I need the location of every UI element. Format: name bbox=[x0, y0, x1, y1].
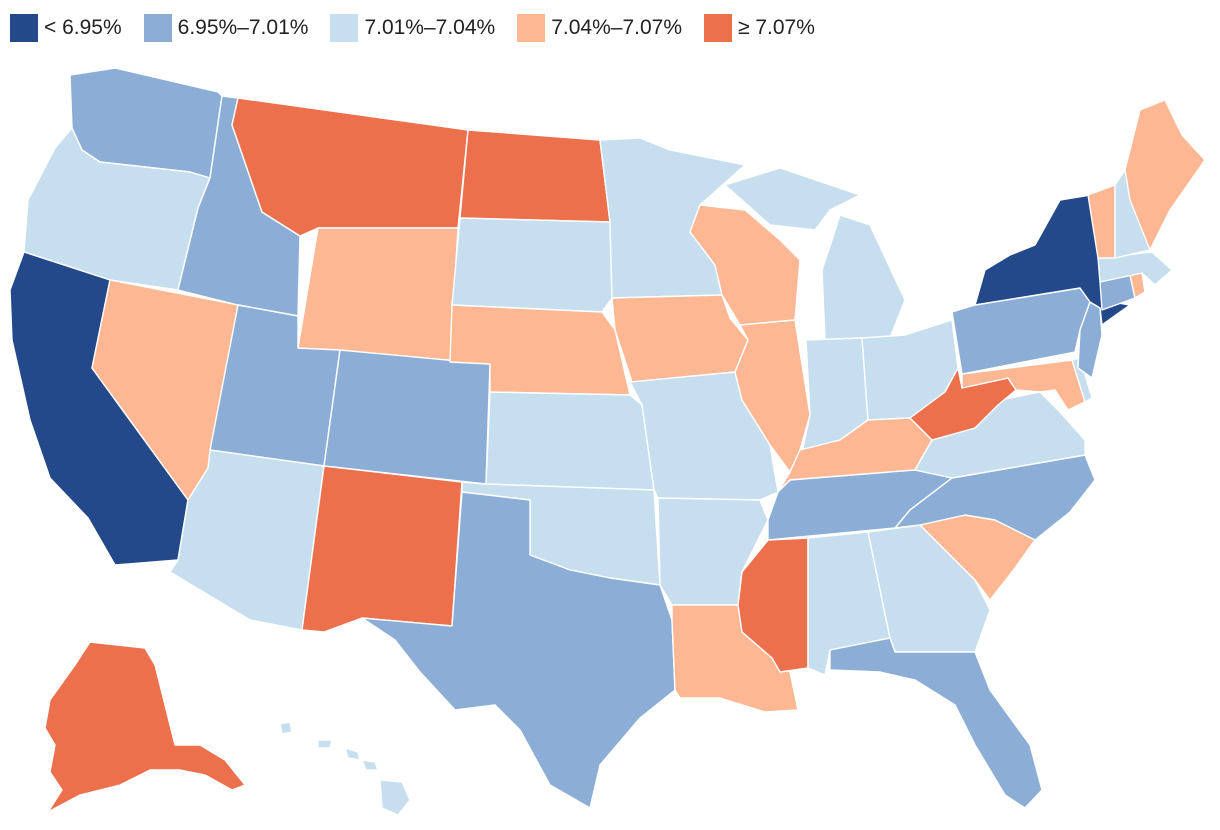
state-colorado[interactable] bbox=[323, 349, 491, 485]
state-wyoming[interactable] bbox=[297, 227, 459, 363]
state-south-dakota[interactable] bbox=[451, 217, 613, 313]
legend-item-bin-1: < 6.95% bbox=[10, 14, 122, 42]
legend-label-bin-1: < 6.95% bbox=[44, 16, 122, 39]
state-maine[interactable] bbox=[1124, 99, 1206, 251]
legend-item-bin-2: 6.95%–7.01% bbox=[143, 14, 309, 42]
state-north-dakota[interactable] bbox=[459, 129, 611, 223]
state-delaware[interactable] bbox=[1071, 357, 1093, 403]
legend-label-bin-3: 7.01%–7.04% bbox=[364, 16, 496, 39]
legend-label-bin-5: ≥ 7.07% bbox=[738, 16, 815, 39]
state-new-mexico[interactable] bbox=[301, 465, 463, 633]
legend-swatch-bin-2 bbox=[143, 14, 172, 42]
state-hawaii[interactable] bbox=[279, 721, 411, 816]
legend-swatch-bin-3 bbox=[330, 14, 359, 42]
state-iowa[interactable] bbox=[611, 294, 749, 383]
state-alaska[interactable] bbox=[44, 641, 246, 813]
legend-item-bin-4: 7.04%–7.07% bbox=[517, 14, 682, 42]
legend-swatch-bin-1 bbox=[10, 14, 38, 42]
state-north-carolina[interactable] bbox=[894, 454, 1096, 541]
legend-label-bin-2: 6.95%–7.01% bbox=[177, 16, 309, 39]
legend-item-bin-3: 7.01%–7.04% bbox=[330, 14, 495, 42]
legend-swatch-bin-4 bbox=[517, 14, 546, 42]
state-illinois[interactable] bbox=[734, 319, 811, 473]
legend-swatch-bin-5 bbox=[704, 14, 732, 42]
map-legend: < 6.95% 6.95%–7.01% 7.01%–7.04% 7.04%–7.… bbox=[10, 14, 837, 42]
legend-item-bin-5: ≥ 7.07% bbox=[704, 14, 815, 42]
state-wisconsin[interactable] bbox=[689, 204, 801, 326]
state-florida[interactable] bbox=[829, 637, 1043, 809]
state-massachusetts[interactable] bbox=[1097, 251, 1173, 286]
state-montana[interactable] bbox=[231, 97, 469, 237]
state-kansas[interactable] bbox=[485, 391, 655, 491]
state-texas[interactable] bbox=[361, 491, 676, 809]
legend-label-bin-4: 7.04%–7.07% bbox=[551, 16, 682, 39]
